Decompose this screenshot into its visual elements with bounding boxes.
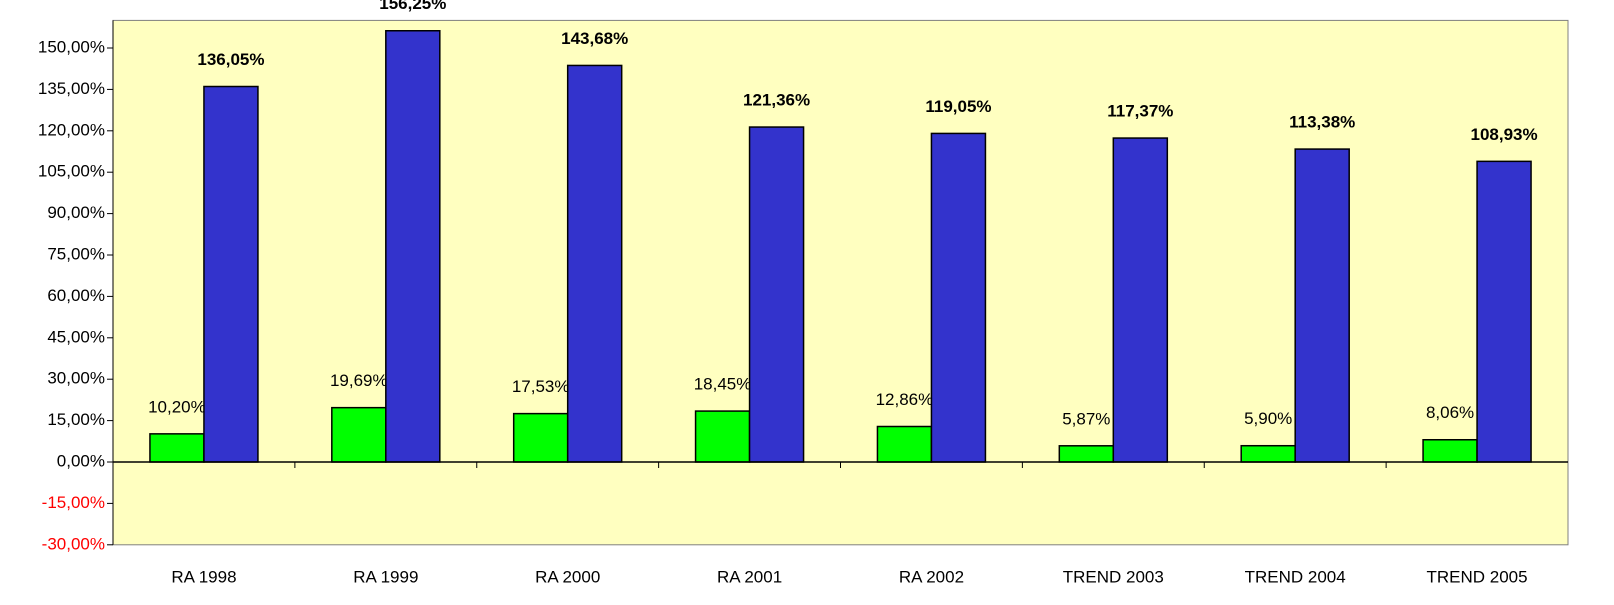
data-label: 113,38% bbox=[1289, 113, 1355, 132]
data-label: 108,93% bbox=[1471, 125, 1538, 144]
y-tick-label: 120,00% bbox=[38, 120, 105, 139]
y-tick-label: 15,00% bbox=[47, 410, 105, 429]
y-tick-label: -30,00% bbox=[42, 534, 105, 553]
bar bbox=[876, 425, 933, 463]
y-tick-label: 75,00% bbox=[47, 244, 105, 263]
bar bbox=[930, 132, 987, 463]
y-tick-label: 135,00% bbox=[38, 79, 105, 98]
data-label: 121,36% bbox=[743, 91, 810, 110]
bar bbox=[385, 30, 441, 463]
bar bbox=[1058, 445, 1115, 463]
bar bbox=[566, 64, 623, 463]
y-tick-label: 105,00% bbox=[38, 162, 105, 181]
bar bbox=[203, 85, 259, 463]
bar bbox=[512, 412, 569, 463]
y-tick-label: 60,00% bbox=[47, 286, 105, 305]
bar bbox=[1422, 439, 1478, 463]
x-tick-label: TREND 2003 bbox=[1063, 567, 1164, 586]
bar bbox=[1294, 148, 1350, 463]
data-label: 10,20% bbox=[148, 397, 206, 416]
bar bbox=[694, 410, 751, 463]
data-label: 117,37% bbox=[1107, 102, 1173, 121]
y-tick-label: 90,00% bbox=[47, 203, 105, 222]
data-label: 12,86% bbox=[876, 390, 934, 409]
y-tick-label: -15,00% bbox=[42, 493, 105, 512]
x-tick-label: RA 2002 bbox=[899, 567, 964, 586]
data-label: 5,87% bbox=[1062, 409, 1110, 428]
bar bbox=[1240, 444, 1296, 463]
y-tick-label: 150,00% bbox=[38, 37, 105, 56]
x-tick-label: RA 2000 bbox=[535, 567, 600, 586]
data-label: 17,53% bbox=[512, 377, 570, 396]
data-label: 18,45% bbox=[694, 375, 752, 394]
x-tick-label: RA 1999 bbox=[353, 567, 418, 586]
x-tick-label: RA 2001 bbox=[717, 567, 782, 586]
data-label: 19,69% bbox=[330, 371, 388, 390]
bar bbox=[331, 406, 387, 463]
bar bbox=[149, 433, 205, 463]
data-label: 143,68% bbox=[561, 29, 628, 48]
bar bbox=[1476, 160, 1532, 463]
y-tick-label: 30,00% bbox=[47, 369, 105, 388]
data-label: 8,06% bbox=[1426, 403, 1474, 422]
data-label: 156,25% bbox=[379, 0, 446, 13]
x-tick-label: TREND 2004 bbox=[1245, 567, 1346, 586]
bar bbox=[748, 126, 805, 463]
y-tick-label: 45,00% bbox=[47, 327, 105, 346]
x-tick-label: TREND 2005 bbox=[1427, 567, 1528, 586]
data-label: 5,90% bbox=[1244, 409, 1292, 428]
data-label: 119,05% bbox=[925, 97, 991, 116]
y-tick-label: 0,00% bbox=[57, 451, 105, 470]
data-label: 136,05% bbox=[197, 50, 264, 69]
x-tick-label: RA 1998 bbox=[171, 567, 236, 586]
bar bbox=[1112, 137, 1169, 463]
